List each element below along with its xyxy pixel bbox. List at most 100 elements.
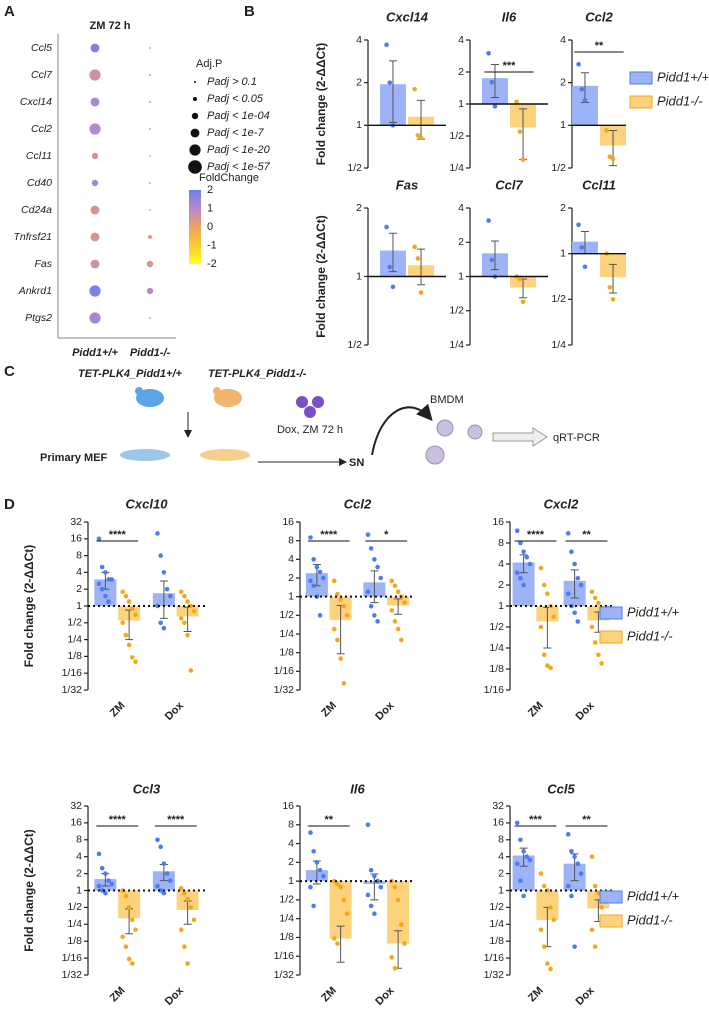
y-tick-label: 1/32: [62, 969, 83, 981]
data-point: [392, 583, 398, 589]
data-point: [402, 941, 407, 946]
data-point: [331, 578, 337, 584]
data-point: [565, 832, 571, 837]
x-tick-label: Dox: [373, 699, 397, 723]
data-point: [569, 848, 574, 854]
data-point: [565, 531, 571, 536]
data-point: [524, 554, 530, 560]
data-point: [418, 135, 424, 140]
legend-label: Pidd1-/-: [657, 93, 703, 108]
data-point: [412, 86, 417, 92]
data-point: [155, 531, 160, 536]
data-point: [126, 956, 132, 962]
data-point: [109, 881, 115, 887]
data-point: [158, 553, 163, 558]
data-point: [486, 218, 491, 223]
data-point: [548, 905, 553, 910]
data-point: [178, 589, 184, 595]
data-point: [541, 883, 547, 889]
chart-title: Cxcl2: [544, 496, 579, 511]
data-point: [308, 884, 313, 890]
data-point: [99, 564, 105, 570]
legend-swatch: [599, 914, 623, 928]
x-tick-label: Dox: [573, 984, 597, 1008]
data-point: [392, 884, 398, 890]
data-point: [518, 837, 523, 843]
data-point: [161, 861, 167, 867]
data-point: [589, 854, 595, 859]
bar: [94, 579, 117, 606]
data-point: [126, 599, 132, 604]
y-tick-label: 1/32: [274, 684, 295, 696]
data-point: [103, 871, 108, 876]
gene-label: Ankrd1: [18, 285, 52, 297]
data-point: [596, 600, 601, 606]
data-point: [331, 626, 337, 632]
gene-label: Ccl2: [31, 123, 52, 135]
data-point: [155, 883, 160, 889]
data-point: [514, 99, 519, 105]
data-point: [372, 613, 377, 618]
chart-title: Ccl5: [547, 781, 575, 796]
data-point: [155, 837, 160, 843]
y-tick-label: 1/2: [551, 162, 566, 174]
data-point: [308, 535, 313, 540]
diagram-label: qRT-PCR: [553, 432, 600, 444]
mouse-icon: [213, 387, 221, 395]
data-point: [541, 582, 547, 588]
data-point: [395, 897, 401, 903]
data-point: [415, 133, 421, 138]
y-tick-label: 1: [76, 600, 82, 612]
data-point: [188, 668, 194, 673]
data-point: [548, 966, 553, 972]
data-point: [572, 610, 577, 616]
data-point: [551, 917, 557, 923]
significance-label: ****: [320, 529, 338, 541]
y-tick-label: 1: [288, 875, 294, 887]
data-point: [320, 873, 326, 879]
data-point: [604, 128, 609, 133]
y-tick-label: 4: [458, 34, 464, 46]
error-bar: [570, 569, 579, 599]
data-point: [311, 557, 316, 562]
y-tick-label: 8: [498, 834, 504, 846]
y-tick-label: 8: [498, 537, 504, 549]
data-point: [520, 299, 526, 305]
data-point: [384, 224, 389, 230]
data-point: [158, 888, 163, 893]
data-point: [191, 609, 197, 614]
dot: [89, 285, 101, 297]
data-point: [365, 532, 371, 537]
y-tick-label: 1/8: [489, 935, 504, 947]
significance-label: ***: [503, 60, 517, 72]
dot: [90, 97, 100, 107]
y-tick-label: 1: [560, 247, 566, 259]
x-tick-label: Dox: [163, 699, 187, 723]
y-tick-label: 16: [282, 516, 294, 528]
colorbar-tick-label: -2: [207, 258, 217, 270]
data-point: [178, 885, 184, 891]
data-point: [372, 911, 377, 917]
y-tick-label: 1: [288, 590, 294, 602]
y-tick-label: 1/16: [484, 952, 505, 964]
significance-label: ****: [527, 529, 545, 541]
y-tick-label: 1/16: [484, 684, 505, 696]
diagram-label: SN: [349, 457, 364, 469]
data-point: [514, 820, 520, 826]
data-point: [521, 848, 526, 854]
size-legend-dot: [194, 81, 196, 83]
diagram-label: Dox, ZM 72 h: [277, 424, 343, 436]
data-point: [126, 642, 132, 648]
data-point: [317, 613, 323, 618]
data-point: [387, 264, 393, 270]
y-tick-label: 4: [356, 34, 362, 46]
data-point: [486, 50, 491, 56]
data-point: [314, 860, 320, 865]
gene-label: Cd24a: [21, 204, 52, 216]
data-point: [365, 892, 371, 898]
cell-icon: [467, 424, 483, 440]
dot: [89, 312, 101, 324]
y-tick-label: 1/8: [279, 931, 294, 943]
y-tick-label: 1/4: [551, 339, 566, 351]
